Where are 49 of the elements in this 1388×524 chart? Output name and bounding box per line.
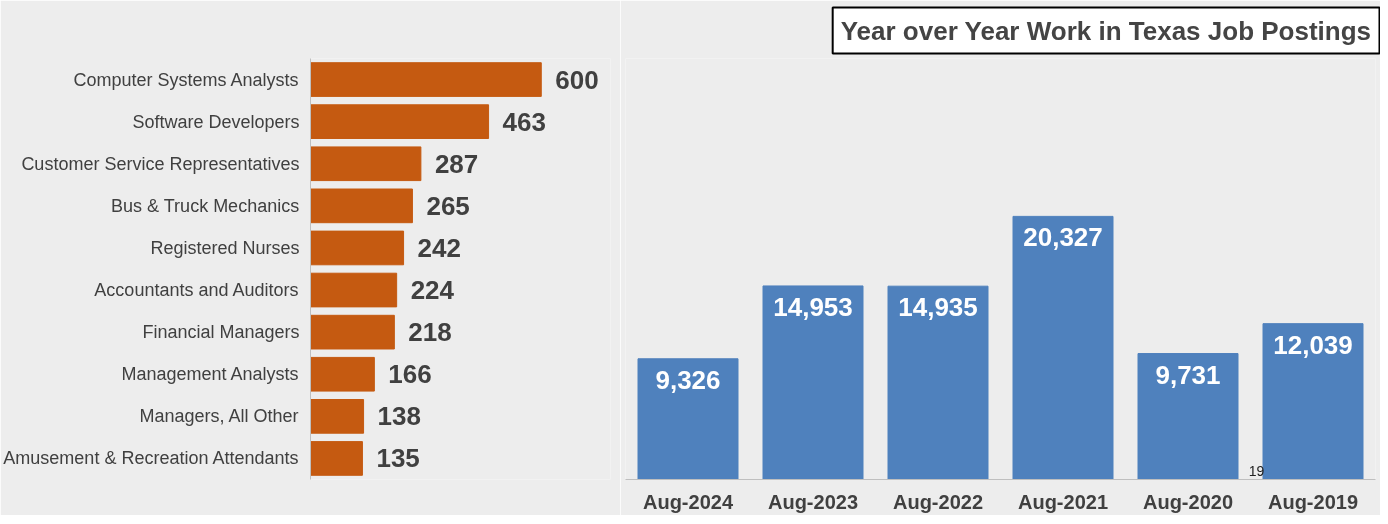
y-tick-label: Accountants and Auditors bbox=[94, 280, 299, 301]
y-tick-label: Financial Managers bbox=[142, 322, 300, 343]
bar bbox=[310, 399, 365, 434]
data-label: 14,953 bbox=[773, 291, 853, 322]
bar bbox=[310, 230, 405, 266]
y-tick-label: Amusement & Recreation Attendants bbox=[3, 448, 299, 469]
data-label: 9,731 bbox=[1155, 359, 1221, 390]
bar bbox=[762, 285, 864, 480]
data-label: 14,935 bbox=[898, 292, 978, 323]
bar bbox=[310, 62, 542, 97]
data-label: 224 bbox=[410, 275, 455, 306]
data-label: 242 bbox=[417, 232, 461, 263]
bar bbox=[1137, 353, 1239, 480]
x-tick-label: Aug-2024 bbox=[642, 490, 734, 513]
x-tick-label: Aug-2020 bbox=[1142, 490, 1234, 513]
bar bbox=[310, 356, 375, 392]
data-label: 9,326 bbox=[655, 364, 721, 395]
bar bbox=[310, 188, 413, 224]
bar bbox=[637, 358, 739, 480]
y-tick-label: Software Developers bbox=[132, 111, 300, 132]
data-label: 600 bbox=[555, 64, 599, 95]
data-label: 218 bbox=[408, 317, 452, 348]
bar bbox=[310, 314, 395, 350]
y-tick-label: Registered Nurses bbox=[150, 237, 300, 258]
bar bbox=[1262, 323, 1364, 480]
data-label: 12,039 bbox=[1273, 329, 1353, 360]
bar bbox=[310, 104, 490, 139]
x-tick-label: Aug-2023 bbox=[767, 490, 859, 513]
data-label: 20,327 bbox=[1023, 222, 1103, 253]
y-tick-label: Bus & Truck Mechanics bbox=[111, 195, 300, 216]
data-label: 265 bbox=[426, 190, 470, 221]
data-label: 287 bbox=[434, 148, 479, 179]
bar bbox=[1012, 215, 1114, 480]
data-label: 138 bbox=[377, 401, 421, 432]
y-tick-label: Computer Systems Analysts bbox=[73, 69, 299, 90]
bar bbox=[310, 441, 363, 476]
data-label: 463 bbox=[502, 106, 546, 137]
x-tick-label: Aug-2019 bbox=[1267, 490, 1359, 513]
y-tick-label: Management Analysts bbox=[121, 364, 299, 385]
bar bbox=[310, 272, 398, 308]
data-label: 166 bbox=[388, 359, 432, 390]
x-tick-label: Aug-2021 bbox=[1017, 490, 1109, 513]
x-tick-label: Aug-2022 bbox=[892, 490, 984, 513]
bar bbox=[310, 146, 422, 182]
y-tick-label: Managers, All Other bbox=[139, 406, 299, 427]
data-label: 135 bbox=[376, 443, 420, 474]
bar bbox=[887, 285, 989, 480]
chart-title: Year over Year Work in Texas Job Postings bbox=[840, 15, 1372, 46]
y-tick-label: Customer Service Representatives bbox=[21, 153, 300, 174]
